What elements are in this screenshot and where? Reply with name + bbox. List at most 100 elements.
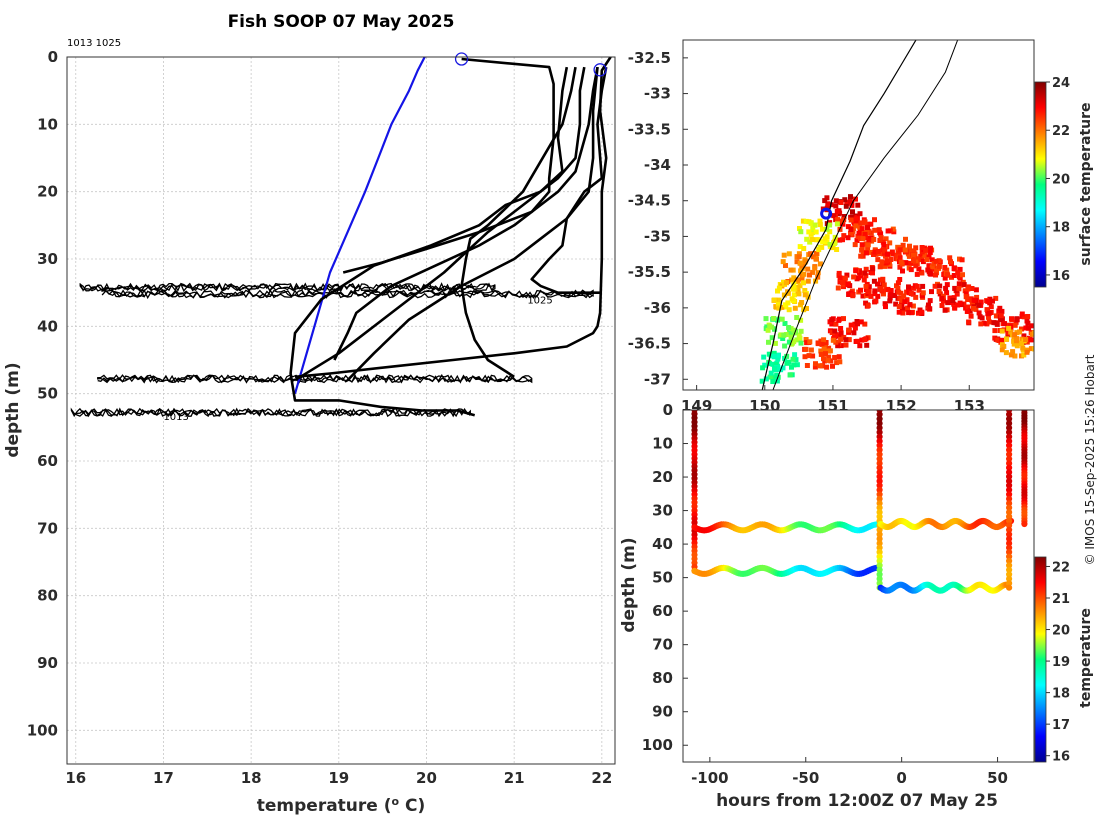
- sst-pixel: [863, 284, 869, 289]
- sst-pixel: [848, 322, 854, 328]
- map-y-tick-label: -37: [644, 370, 671, 388]
- section-dot: [876, 544, 883, 551]
- sst-pixel: [790, 356, 796, 362]
- profile-line-p4: [294, 66, 586, 382]
- section-dot: [876, 451, 883, 458]
- sst-pixel: [903, 236, 908, 242]
- sst-pixel: [837, 237, 843, 243]
- sst-pixel: [813, 250, 819, 256]
- section-dot: [1006, 553, 1013, 560]
- section-dot: [1006, 526, 1013, 534]
- sst-pixel: [1011, 341, 1017, 347]
- sst-pixel: [836, 333, 842, 339]
- sst-pixel: [1023, 325, 1029, 331]
- sst-pixel: [855, 202, 861, 208]
- sst-pixel: [790, 286, 796, 292]
- section-dot: [876, 535, 883, 542]
- section-y-tick-label: 80: [652, 669, 673, 687]
- sst-pixel: [767, 374, 773, 380]
- sst-pixel: [926, 302, 931, 308]
- sst-pixel: [942, 275, 948, 281]
- sst-pixel: [905, 305, 911, 311]
- section-dot: [1006, 469, 1013, 476]
- sst-pixel: [817, 222, 823, 228]
- sst-pixel: [986, 314, 991, 320]
- sst-pixel: [866, 238, 872, 244]
- sst-pixel: [885, 286, 891, 292]
- sst-pixel: [959, 257, 965, 263]
- section-dot: [876, 429, 883, 436]
- map-y-tick-label: -34: [644, 156, 671, 174]
- map-sst-field: [759, 194, 1034, 384]
- sst-pixel: [1006, 325, 1012, 331]
- sst-pixel: [794, 315, 800, 320]
- section-y-tick-label: 20: [652, 468, 673, 486]
- sst-pixel: [965, 297, 971, 302]
- sst-pixel: [1020, 345, 1026, 351]
- section-dot: [876, 478, 883, 485]
- sst-pixel: [782, 302, 788, 308]
- map-coastline: [761, 40, 917, 390]
- sst-pixel: [843, 203, 849, 209]
- sst-pixel: [831, 213, 837, 219]
- sst-pixel: [848, 231, 853, 237]
- sst-pixel: [986, 319, 992, 325]
- x-tick-label: 16: [65, 769, 86, 787]
- sst-pixel: [955, 302, 961, 308]
- sst-pixel: [872, 249, 878, 255]
- x-label-suffix: C): [399, 796, 425, 816]
- sst-pixel: [816, 247, 822, 253]
- sst-pixel: [863, 273, 869, 279]
- sst-pixel: [762, 362, 768, 368]
- sst-pixel: [789, 296, 795, 302]
- section-x-tick-label: -100: [691, 769, 729, 787]
- sst-pixel: [791, 292, 797, 298]
- sst-pixel: [877, 230, 883, 236]
- sst-pixel: [773, 304, 779, 310]
- sst-pixel: [843, 342, 849, 348]
- sst-pixel: [847, 199, 853, 204]
- y-tick-label: 90: [37, 654, 58, 672]
- sst-pixel: [813, 229, 819, 235]
- sst-pixel: [1010, 349, 1016, 355]
- sst-pixel: [798, 229, 804, 235]
- sst-pixel: [1024, 349, 1030, 355]
- sst-pixel: [999, 308, 1005, 314]
- sst-pixel: [842, 197, 848, 203]
- sst-pixel: [1024, 339, 1030, 345]
- sst-pixel: [1019, 340, 1025, 346]
- sst-pixel: [824, 226, 830, 232]
- sst-pixel: [805, 294, 811, 300]
- y-tick-label: 60: [37, 452, 58, 470]
- section-dot: [1021, 520, 1028, 528]
- sst-pixel: [853, 220, 859, 226]
- noise-band: [70, 407, 471, 418]
- sst-pixel: [864, 250, 869, 256]
- sst-pixel: [928, 245, 933, 251]
- sst-pixel: [925, 267, 931, 273]
- sst-pixel: [834, 209, 840, 214]
- x-tick-label: 21: [504, 769, 525, 787]
- sst-pixel: [1009, 316, 1014, 322]
- section-dot: [1006, 571, 1013, 578]
- sst-pixel: [792, 305, 798, 311]
- section-dot: [1006, 562, 1013, 569]
- section-dot: [1006, 411, 1013, 418]
- y-tick-label: 20: [37, 183, 58, 201]
- sst-pixel: [838, 330, 844, 336]
- sst-pixel: [855, 321, 860, 327]
- sst-pixel: [887, 240, 893, 246]
- sst-pixel: [759, 378, 765, 384]
- y-tick-label: 80: [37, 587, 58, 605]
- sst-pixel: [836, 317, 842, 323]
- sst-pixel: [868, 221, 874, 227]
- sst-pixel: [857, 234, 863, 240]
- sst-pixel: [785, 290, 791, 296]
- section-dot: [1006, 544, 1013, 551]
- sst-pixel: [786, 359, 792, 365]
- section-colorbar-tick-label: 22: [1052, 560, 1070, 575]
- sst-pixel: [911, 285, 916, 291]
- section-dot: [1006, 500, 1013, 507]
- sst-pixel: [832, 355, 838, 360]
- sst-pixel: [944, 271, 950, 277]
